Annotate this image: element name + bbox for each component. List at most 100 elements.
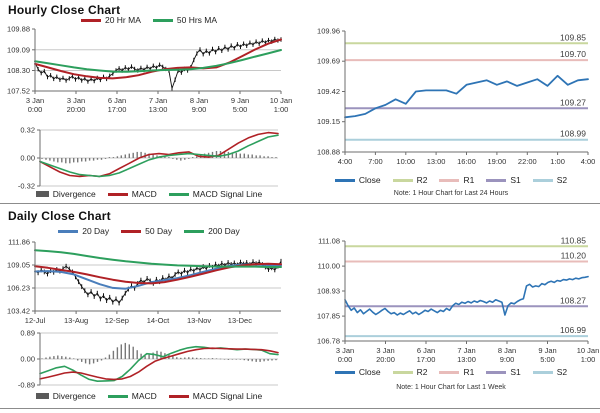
legend-label: R1 — [463, 175, 475, 185]
weekly-pivot-chart: 110.85 110.20 108.27 106.99 106.78 107.85 108.… — [317, 235, 600, 364]
svg-text:108.99: 108.99 — [560, 129, 586, 139]
legend-item-50-hrs-ma: 50 Hrs MA — [152, 15, 218, 25]
svg-text:13-Aug: 13-Aug — [64, 316, 88, 325]
line-swatch — [392, 178, 413, 182]
legend-label: MACD — [131, 391, 157, 401]
svg-text:0:00: 0:00 — [338, 355, 353, 364]
svg-text:9:00: 9:00 — [500, 355, 515, 364]
divergence-bars-swatch — [35, 191, 49, 197]
svg-text:108.30: 108.30 — [7, 66, 30, 75]
svg-text:106.78: 106.78 — [317, 337, 340, 346]
daily-price-chart: 103.42 106.23 109.05 111.86 12-Jul 13-Aug 12-S… — [7, 238, 282, 325]
svg-text:17:00: 17:00 — [108, 105, 127, 114]
svg-text:17:00: 17:00 — [417, 355, 436, 364]
legend-label: S1 — [510, 367, 521, 377]
legend-label: Divergence — [52, 189, 96, 199]
svg-text:6 Jan: 6 Jan — [108, 96, 126, 105]
svg-text:10:00: 10:00 — [396, 157, 415, 166]
legend-label: 50 Hrs MA — [176, 15, 218, 25]
svg-text:19:00: 19:00 — [488, 157, 507, 166]
svg-text:9:00: 9:00 — [192, 105, 207, 114]
line-swatch — [532, 178, 553, 182]
line-swatch — [532, 370, 553, 374]
svg-text:1:00: 1:00 — [550, 157, 565, 166]
svg-text:8 Jan: 8 Jan — [190, 96, 208, 105]
legend-label: 200 Day — [208, 226, 240, 236]
legend-label: R2 — [416, 175, 428, 185]
svg-text:103.42: 103.42 — [7, 307, 30, 316]
legend-label: Divergence — [52, 391, 96, 401]
weekly-pivot-note: Note: 1 Hour Chart for Last 1 Week — [396, 384, 506, 391]
hourly-pivot-legend: Close R2 R1 S1 S2 — [305, 175, 597, 185]
legend-label: MACD — [131, 189, 157, 199]
line-swatch — [58, 229, 79, 233]
svg-text:13-Nov: 13-Nov — [187, 316, 211, 325]
svg-text:110.85: 110.85 — [561, 235, 587, 245]
line-swatch — [121, 229, 142, 233]
line-swatch — [439, 178, 460, 182]
svg-text:109.69: 109.69 — [317, 57, 340, 66]
legend-label: S2 — [556, 175, 568, 185]
svg-text:-0.32: -0.32 — [18, 182, 35, 191]
daily-ma-legend: 20 Day 50 Day 200 Day — [2, 226, 296, 236]
svg-text:1:00: 1:00 — [581, 355, 596, 364]
legend-label: 50 Day — [145, 226, 173, 236]
svg-text:22:00: 22:00 — [518, 157, 537, 166]
legend-item-macd-signal-line: MACD Signal Line — [168, 189, 262, 199]
legend-label: MACD Signal Line — [192, 391, 263, 401]
line-swatch — [168, 394, 189, 398]
line-swatch — [107, 394, 128, 398]
svg-text:4:00: 4:00 — [581, 157, 596, 166]
legend-item-50-day: 50 Day — [121, 226, 172, 236]
line-swatch — [80, 18, 101, 22]
line-swatch — [184, 229, 205, 233]
daily-macd-chart: -0.89 0.00 0.89 — [18, 329, 279, 390]
legend-item-s2: S2 — [532, 367, 567, 377]
line-swatch — [439, 370, 460, 374]
svg-text:107.85: 107.85 — [317, 312, 340, 321]
weekly-pivot-legend: Close R2 R1 S1 S2 — [305, 367, 597, 377]
legend-item-s1: S1 — [486, 175, 521, 185]
svg-text:13:00: 13:00 — [457, 355, 476, 364]
svg-text:3 Jan: 3 Jan — [376, 346, 394, 355]
svg-text:20:00: 20:00 — [67, 105, 86, 114]
legend-item-macd-signal-line: MACD Signal Line — [168, 391, 263, 401]
hourly-macd-chart: -0.32 0.00 0.32 — [18, 126, 279, 191]
line-swatch — [392, 370, 413, 374]
svg-text:110.00: 110.00 — [318, 262, 340, 271]
svg-text:7:00: 7:00 — [368, 157, 383, 166]
svg-text:109.70: 109.70 — [560, 49, 586, 59]
line-swatch — [168, 192, 189, 196]
svg-text:10 Jan: 10 Jan — [577, 346, 600, 355]
divergence-bars-swatch — [35, 393, 49, 399]
svg-text:6 Jan: 6 Jan — [417, 346, 435, 355]
legend-item-close: Close — [334, 367, 381, 377]
svg-text:109.05: 109.05 — [7, 261, 30, 270]
svg-text:0:00: 0:00 — [28, 105, 43, 114]
svg-text:0.89: 0.89 — [20, 329, 35, 338]
svg-text:106.99: 106.99 — [560, 325, 586, 335]
svg-text:110.20: 110.20 — [561, 251, 587, 261]
legend-item-s1: S1 — [486, 367, 521, 377]
hourly-ma-legend: 20 Hr MA 50 Hrs MA — [2, 15, 296, 25]
svg-text:12-Jul: 12-Jul — [25, 316, 46, 325]
svg-text:7 Jan: 7 Jan — [149, 96, 167, 105]
svg-text:109.15: 109.15 — [317, 117, 340, 126]
svg-text:9 Jan: 9 Jan — [231, 96, 249, 105]
legend-item-divergence: Divergence — [35, 391, 96, 401]
svg-text:4:00: 4:00 — [338, 157, 353, 166]
svg-text:107.52: 107.52 — [7, 87, 30, 96]
legend-item-200-day: 200 Day — [184, 226, 240, 236]
legend-label: R2 — [416, 367, 428, 377]
line-swatch — [334, 370, 355, 374]
svg-text:-0.89: -0.89 — [18, 381, 35, 390]
legend-label: 20 Hr MA — [104, 15, 141, 25]
legend-item-close: Close — [334, 175, 381, 185]
svg-text:109.96: 109.96 — [317, 27, 340, 36]
legend-label: Close — [358, 175, 381, 185]
legend-item-s2: S2 — [532, 175, 568, 185]
line-swatch — [107, 192, 128, 196]
svg-text:3 Jan: 3 Jan — [336, 346, 354, 355]
hourly-pivot-note: Note: 1 Hour Chart for Last 24 Hours — [393, 190, 509, 197]
